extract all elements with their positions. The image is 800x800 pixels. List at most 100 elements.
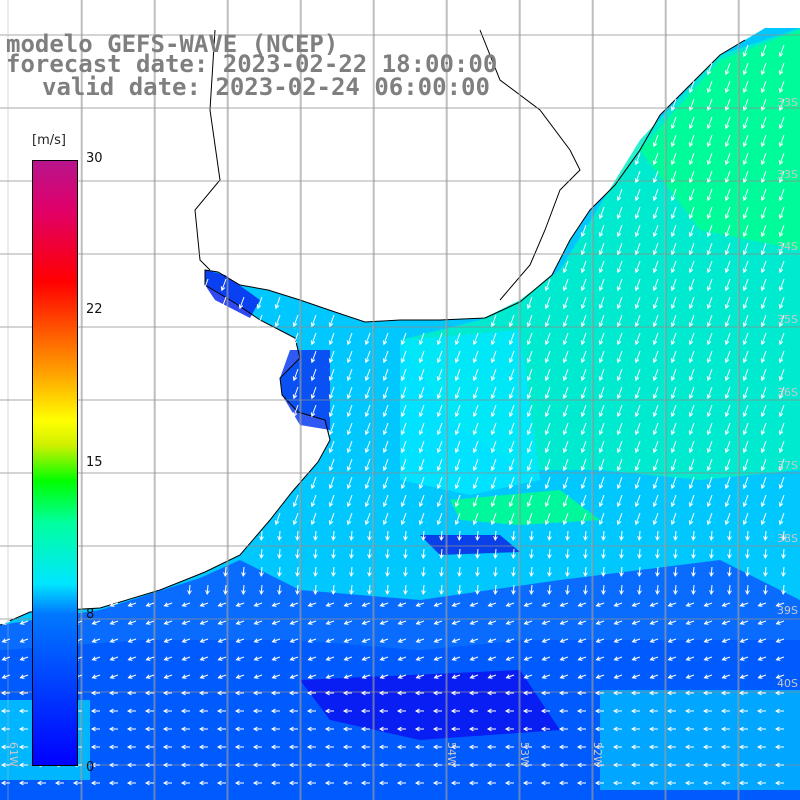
wind-arrow-shaft <box>440 530 443 541</box>
wind-arrow-shaft <box>203 278 209 291</box>
wind-arrow-head <box>631 638 637 643</box>
wind-arrow-head <box>559 656 565 661</box>
wind-arrow-head <box>648 690 654 696</box>
wind-arrow-head <box>637 590 642 596</box>
wind-arrow-head <box>469 620 475 625</box>
wind-arrow-head <box>472 466 478 472</box>
wind-arrow-shaft <box>455 368 461 381</box>
wind-arrow-head <box>108 744 114 750</box>
wind-arrow-shaft <box>725 512 731 525</box>
wind-arrow-head <box>522 726 528 732</box>
wind-arrow-head <box>583 554 588 560</box>
wind-arrow-shaft <box>308 656 317 661</box>
wind-arrow-shaft <box>296 548 299 559</box>
wind-arrow-head <box>738 726 744 732</box>
wind-arrow-shaft <box>743 332 749 345</box>
wind-arrow-head <box>400 520 406 526</box>
speed-region-11 <box>600 690 800 790</box>
wind-arrow-head <box>688 268 694 274</box>
wind-arrow-shaft <box>617 278 623 291</box>
wind-arrow-head <box>493 572 498 578</box>
wind-arrow-head <box>346 412 352 418</box>
colorbar-tick-8: 8 <box>86 607 95 622</box>
wind-arrow-shaft <box>311 476 317 489</box>
wind-arrow-head <box>601 554 606 560</box>
wind-arrow-head <box>526 394 532 400</box>
wind-arrow-shaft <box>602 566 605 577</box>
wind-arrow-shaft <box>635 152 641 165</box>
wind-arrow-head <box>19 620 25 625</box>
wind-arrow-head <box>310 520 316 526</box>
colorbar-unit: [m/s] <box>32 133 66 148</box>
wind-arrow-head <box>547 536 552 542</box>
wind-arrow-head <box>652 430 658 436</box>
wind-arrow-head <box>529 572 534 578</box>
wind-arrow-shaft <box>563 278 569 291</box>
wind-arrow-shaft <box>617 206 623 219</box>
wind-arrow-head <box>724 88 730 94</box>
wind-arrow-shaft <box>656 548 659 559</box>
wind-arrow-head <box>378 762 384 768</box>
wind-arrow-head <box>691 554 696 560</box>
wind-arrow-shaft <box>599 332 605 345</box>
wind-arrow-head <box>432 780 438 786</box>
wind-arrow-head <box>673 590 678 596</box>
wind-arrow-head <box>307 620 313 625</box>
wind-arrow-head <box>562 502 568 508</box>
wind-arrow-shaft <box>707 494 713 507</box>
wind-arrow-head <box>252 726 258 732</box>
wind-arrow-head <box>706 268 712 274</box>
wind-arrow-head <box>288 708 294 714</box>
wind-arrow-shaft <box>2 620 11 625</box>
wind-arrow-head <box>198 708 204 714</box>
colorbar-tick-22: 22 <box>86 302 103 317</box>
wind-arrow-shaft <box>347 476 353 489</box>
wind-arrow-shaft <box>332 548 335 559</box>
wind-arrow-head <box>364 394 370 400</box>
wind-arrow-shaft <box>653 368 659 381</box>
wind-arrow-shaft <box>419 386 425 399</box>
wind-arrow-head <box>342 726 348 732</box>
wind-arrow-shaft <box>776 638 785 643</box>
wind-arrow-head <box>18 744 24 750</box>
wind-arrow-head <box>19 656 25 661</box>
wind-arrow-head <box>673 536 678 542</box>
wind-arrow-head <box>670 358 676 364</box>
wind-arrow-shaft <box>146 620 155 625</box>
wind-arrow-head <box>684 708 690 714</box>
wind-arrow-shaft <box>779 440 785 453</box>
wind-arrow-head <box>778 214 784 220</box>
wind-arrow-head <box>436 520 442 526</box>
wind-arrow-shaft <box>632 656 641 661</box>
wind-arrow-head <box>706 340 712 346</box>
wind-arrow-shaft <box>653 404 659 417</box>
wind-arrow-head <box>292 502 298 508</box>
wind-arrow-head <box>108 726 114 732</box>
wind-arrow-shaft <box>614 620 623 625</box>
wind-arrow-head <box>601 536 606 542</box>
wind-arrow-head <box>637 554 642 560</box>
wind-arrow-head <box>594 780 600 786</box>
wind-arrow-head <box>727 590 732 596</box>
wind-arrow-head <box>108 762 114 768</box>
wind-arrow-head <box>109 638 115 643</box>
speed-region-1 <box>640 30 800 250</box>
wind-arrow-shaft <box>638 584 641 595</box>
wind-arrow-head <box>670 448 676 454</box>
wind-arrow-head <box>72 780 78 786</box>
wind-arrow-shaft <box>293 404 299 417</box>
wind-arrow-head <box>126 744 132 750</box>
wind-arrow-shaft <box>671 512 677 525</box>
wind-arrow-head <box>472 340 478 346</box>
wind-arrow-head <box>324 780 330 786</box>
wind-arrow-shaft <box>689 350 695 363</box>
wind-arrow-head <box>468 744 474 750</box>
wind-arrow-head <box>706 250 712 256</box>
wind-arrow-head <box>109 602 115 607</box>
wind-arrow-shaft <box>545 278 551 291</box>
wind-arrow-head <box>19 638 25 643</box>
wind-arrow-head <box>756 726 762 732</box>
wind-arrow-shaft <box>491 476 497 489</box>
wind-arrow-shaft <box>560 620 569 625</box>
wind-arrow-shaft <box>671 458 677 471</box>
